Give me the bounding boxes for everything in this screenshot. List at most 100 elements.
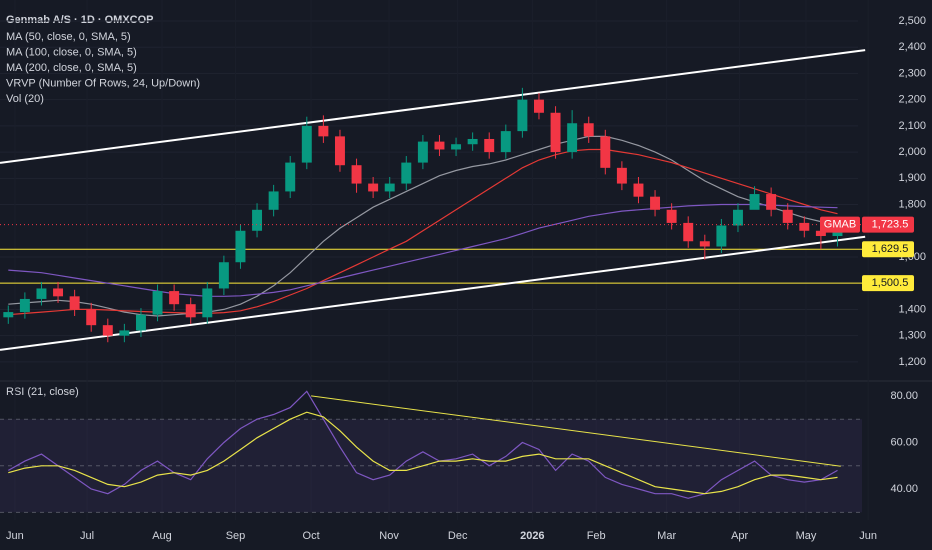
rsi-tick-label: 60.00 — [890, 436, 918, 448]
level-label: 1,629.5 — [872, 243, 909, 255]
candle-body — [19, 298, 30, 313]
rsi-tick-label: 40.00 — [890, 483, 918, 495]
y-tick-label: 2,500 — [898, 15, 926, 27]
x-tick-label: Mar — [657, 530, 676, 542]
candle-body — [749, 194, 760, 210]
x-tick-label: 2026 — [520, 530, 544, 542]
candle-body — [268, 191, 279, 210]
candle-body — [583, 123, 594, 137]
candle-body — [451, 144, 462, 150]
legend-item: MA (200, close, 0, SMA, 5) — [6, 62, 137, 74]
candle-body — [699, 241, 710, 247]
x-tick-label: Oct — [303, 530, 320, 542]
candle-body — [86, 309, 97, 326]
candle-body — [815, 230, 826, 237]
candle-body — [3, 312, 14, 318]
last-price-tag — [862, 216, 914, 233]
trend-line — [0, 49, 866, 164]
candle-body — [401, 162, 412, 184]
series-line — [8, 411, 838, 495]
x-tick-label: Apr — [731, 530, 748, 542]
candle-body — [301, 125, 312, 163]
level-label: 1,500.5 — [872, 277, 909, 289]
candle-body — [616, 167, 627, 184]
candle-body — [252, 209, 263, 231]
series-line — [8, 203, 838, 297]
x-tick-label: Jul — [80, 530, 94, 542]
candle-body — [683, 222, 694, 242]
legend-item: MA (100, close, 0, SMA, 5) — [6, 46, 137, 58]
candle-body — [799, 222, 810, 231]
x-tick-label: Jun — [859, 530, 877, 542]
candle-body — [152, 291, 163, 315]
candle-body — [633, 183, 644, 197]
series-line — [8, 135, 838, 317]
candle-body — [384, 183, 395, 192]
candle-body — [235, 230, 246, 263]
trend-line — [0, 235, 866, 351]
candle-body — [650, 196, 661, 210]
x-tick-label: Nov — [379, 530, 399, 542]
y-tick-label: 2,200 — [898, 94, 926, 106]
y-tick-label: 2,400 — [898, 41, 926, 53]
legend-item: Vol (20) — [6, 93, 44, 105]
candle-body — [666, 209, 677, 223]
rsi-title: RSI (21, close) — [6, 386, 79, 398]
y-tick-label: 2,300 — [898, 67, 926, 79]
y-tick-label: 1,300 — [898, 330, 926, 342]
x-tick-label: Jun — [6, 530, 24, 542]
x-tick-label: Sep — [226, 530, 246, 542]
y-tick-label: 1,900 — [898, 172, 926, 184]
candle-body — [318, 125, 329, 137]
candle-body — [36, 288, 47, 299]
candle-body — [218, 262, 229, 289]
last-price-name: GMAB — [824, 219, 856, 231]
candle-body — [567, 123, 578, 153]
candle-body — [351, 165, 362, 184]
x-tick-label: Aug — [152, 530, 172, 542]
last-price-label: 1,723.5 — [872, 219, 909, 231]
candle-body — [434, 141, 445, 150]
y-tick-label: 2,000 — [898, 146, 926, 158]
candle-body — [500, 131, 511, 153]
candle-body — [185, 304, 196, 318]
candle-body — [782, 209, 793, 223]
candle-body — [550, 112, 561, 153]
candle-body — [135, 314, 146, 331]
x-tick-label: Feb — [587, 530, 606, 542]
x-tick-label: Dec — [448, 530, 468, 542]
candle-body — [285, 162, 296, 192]
y-tick-label: 1,200 — [898, 356, 926, 368]
legend-item: MA (50, close, 0, SMA, 5) — [6, 31, 131, 43]
rsi-band — [0, 419, 862, 513]
candle-body — [69, 296, 80, 310]
rsi-tick-label: 80.00 — [890, 390, 918, 402]
candle-body — [53, 288, 64, 297]
level-tag — [862, 241, 914, 258]
candle-body — [169, 291, 180, 305]
candle-body — [102, 325, 113, 336]
candle-body — [716, 225, 727, 247]
candle-body — [600, 136, 611, 168]
y-tick-label: 1,400 — [898, 303, 926, 315]
trend-line — [311, 395, 841, 467]
candle-body — [766, 194, 777, 210]
candle-body — [334, 136, 345, 166]
candle-body — [417, 141, 428, 163]
y-tick-label: 2,100 — [898, 120, 926, 132]
candle-body — [732, 209, 743, 226]
candle-body — [202, 288, 213, 318]
candle-body — [533, 99, 544, 113]
legend-item: VRVP (Number Of Rows, 24, Up/Down) — [6, 77, 200, 89]
level-tag — [862, 275, 914, 292]
last-price-name-tag — [820, 216, 860, 233]
candle-body — [517, 99, 528, 132]
series-line — [8, 148, 838, 316]
candle-body — [467, 138, 478, 145]
candle-body — [484, 138, 495, 153]
chart-title: Genmab A/S · 1D · OMXCOP — [6, 14, 154, 26]
candle-body — [368, 183, 379, 192]
